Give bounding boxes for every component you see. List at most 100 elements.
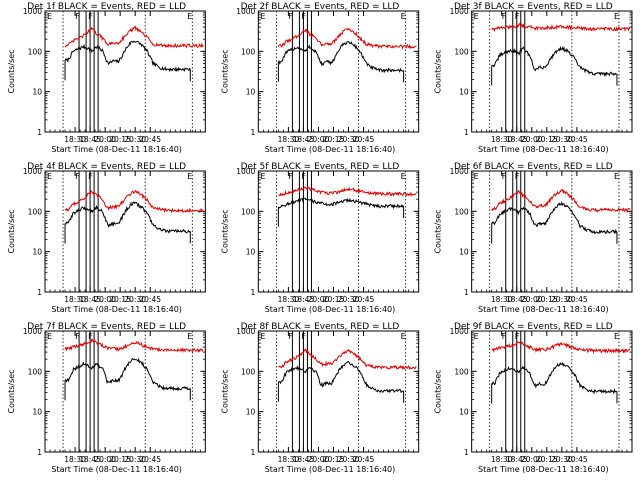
marker-label: E [260,12,265,21]
x-tick-label: 18:30 [278,135,300,144]
marker-label: E [260,172,265,181]
marker-label: F [502,172,507,181]
marker-label: F [88,332,93,341]
panel-9: Det 9f BLACK = Events, RED = LLD 1 10 100 10… [434,322,633,474]
lld-series-line [491,22,631,33]
lld-series-line [277,27,417,50]
panel-3: Det 3f BLACK = Events, RED = LLD 1 10 100 10… [434,2,633,154]
y-tick-label: 10 [246,88,256,97]
y-axis-label: Counts/sec [434,209,443,253]
x-tick-label: 20:30 [338,455,360,464]
marker-label: F [515,172,520,181]
lld-series-line [278,186,417,197]
x-tick-label: 20:15 [109,295,131,304]
y-tick-label: 100 [28,367,43,376]
y-axis-label: Counts/sec [7,369,16,413]
y-tick-label: 1000 [236,327,255,336]
marker-label: F [515,12,520,21]
plot-frame [44,10,206,133]
marker-label: E [187,12,192,21]
marker-label: F [301,12,306,21]
panel-title: Det 7f BLACK = Events, RED = LLD [27,322,186,332]
x-tick-label: 20:45 [139,135,161,144]
y-axis-label: Counts/sec [220,209,229,253]
x-tick-label: 20:30 [551,135,573,144]
y-tick-label: 1 [251,128,256,137]
x-tick-label: 18:30 [64,455,86,464]
y-axis-label: Counts/sec [434,49,443,93]
x-tick-label: 20:45 [566,455,588,464]
lld-series-line [491,341,631,355]
y-tick-label: 1 [464,288,469,297]
marker-label: E [187,172,192,181]
events-series-line [277,41,404,74]
y-axis-label: Counts/sec [7,49,16,93]
y-tick-label: 10 [32,408,42,417]
x-tick-label: 20:45 [353,135,375,144]
marker-label: F [502,332,507,341]
marker-label: F [88,12,93,21]
marker-label: F [502,12,507,21]
y-tick-label: 100 [454,367,469,376]
x-axis-label: Start Time (08-Dec-11 18:16:40) [265,465,396,474]
y-tick-label: 100 [28,47,43,56]
x-axis-label: Start Time (08-Dec-11 18:16:40) [478,465,609,474]
marker-label: E [614,172,619,181]
x-tick-label: 20:15 [323,295,345,304]
plot-frame [257,10,420,133]
x-tick-label: 18:45 [506,455,528,464]
panel-1: Det 1f BLACK = Events, RED = LLD 1 10 100 10… [7,2,206,154]
panel-title: Det 8f BLACK = Events, RED = LLD [241,322,400,332]
panel-title: Det 1f BLACK = Events, RED = LLD [27,2,186,12]
lld-series-line [64,25,204,49]
marker-label: E [401,172,406,181]
lld-series-line [64,338,204,354]
x-tick-label: 18:30 [64,135,86,144]
x-tick-label: 20:00 [521,135,543,144]
marker-label: F [515,332,520,341]
x-axis-label: Start Time (08-Dec-11 18:16:40) [51,305,182,314]
x-tick-label: 18:45 [79,135,101,144]
marker-label: E [401,12,406,21]
panel-title: Det 4f BLACK = Events, RED = LLD [27,162,186,172]
y-tick-label: 10 [32,88,42,97]
y-tick-label: 1000 [23,327,42,336]
x-tick-label: 20:15 [323,135,345,144]
events-series-line [491,201,618,235]
panel-title: Det 6f BLACK = Events, RED = LLD [454,162,613,172]
x-tick-label: 20:00 [94,455,116,464]
x-tick-label: 18:45 [79,455,101,464]
lld-series-line [278,348,417,370]
x-tick-label: 20:45 [139,455,161,464]
x-axis-label: Start Time (08-Dec-11 18:16:40) [478,145,609,154]
x-axis-label: Start Time (08-Dec-11 18:16:40) [265,145,396,154]
y-tick-label: 1000 [23,167,42,176]
x-tick-label: 18:30 [278,295,300,304]
y-tick-label: 100 [454,207,469,216]
plot-frame [257,170,420,293]
x-tick-label: 18:45 [506,295,528,304]
panel-2: Det 2f BLACK = Events, RED = LLD 1 10 100 10… [220,2,420,154]
marker-label: E [614,12,619,21]
x-tick-label: 20:15 [323,455,345,464]
marker-label: F [288,172,293,181]
panel-5: Det 5f BLACK = Events, RED = LLD 1 10 100 10… [220,162,420,314]
panel-6: Det 6f BLACK = Events, RED = LLD 1 10 100 10… [434,162,633,314]
x-tick-label: 20:15 [536,295,558,304]
y-tick-label: 10 [459,248,469,257]
x-axis-label: Start Time (08-Dec-11 18:16:40) [51,145,182,154]
marker-label: F [288,332,293,341]
panel-7: Det 7f BLACK = Events, RED = LLD 1 10 100 10… [7,322,206,474]
events-series-line [64,357,191,392]
y-tick-label: 10 [459,408,469,417]
events-series-line [278,361,404,394]
marker-label: E [474,12,479,21]
y-tick-label: 1000 [236,7,255,16]
x-tick-label: 20:15 [109,455,131,464]
x-tick-label: 20:30 [124,135,146,144]
y-tick-label: 1 [37,128,42,137]
x-tick-label: 20:15 [109,135,131,144]
x-tick-label: 20:30 [124,455,146,464]
y-tick-label: 100 [454,47,469,56]
y-tick-label: 10 [246,408,256,417]
